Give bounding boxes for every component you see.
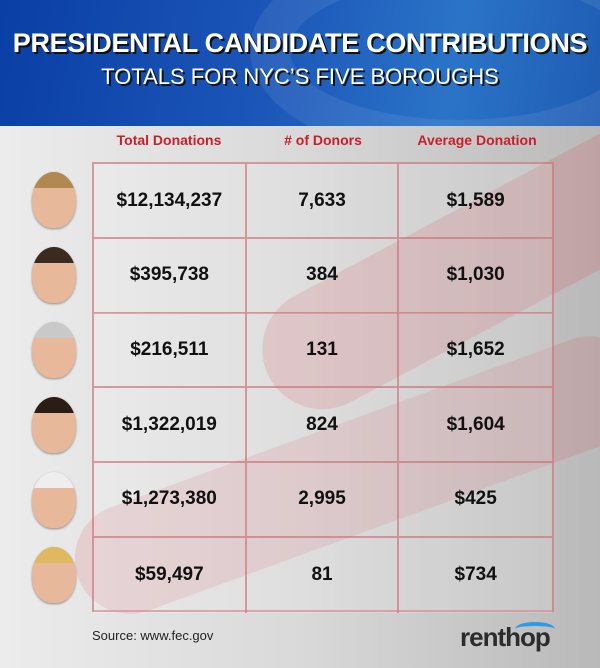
table-row: $1,322,019 824 $1,604 — [94, 388, 552, 464]
average-donation-cell: $734 — [399, 537, 552, 613]
contributions-table: $12,134,237 7,633 $1,589 $395,738 384 $1,030 $… — [92, 162, 554, 613]
average-donation-cell: $425 — [399, 462, 552, 536]
hair-shape — [32, 472, 76, 488]
donors-cell: 2,995 — [246, 462, 400, 536]
hair-shape — [32, 172, 76, 188]
total-donations-cell: $216,511 — [94, 313, 247, 387]
table-row: $395,738 384 $1,030 — [94, 238, 552, 314]
candidate-photo-4-icon — [32, 397, 76, 453]
page-title: PRESIDENTAL CANDIDATE CONTRIBUTIONS — [12, 28, 588, 58]
table-row: $59,497 81 $734 — [94, 537, 552, 613]
average-donation-cell: $1,604 — [399, 388, 552, 462]
table-row: $12,134,237 7,633 $1,589 — [94, 164, 552, 239]
column-header-donors: # of Donors — [284, 132, 362, 148]
source-note: Source: www.fec.gov — [92, 628, 214, 643]
title-banner — [0, 0, 600, 126]
hair-shape — [32, 247, 76, 263]
average-donation-cell: $1,030 — [399, 238, 552, 312]
total-donations-cell: $12,134,237 — [94, 164, 247, 237]
donors-cell: 824 — [246, 388, 400, 462]
page-subtitle: TOTALS FOR NYC’S FIVE BOROUGHS — [101, 64, 499, 89]
hair-shape — [32, 547, 76, 563]
candidate-photo-5-icon — [32, 472, 76, 528]
candidate-photo-1-icon — [32, 172, 76, 228]
table-row: $1,273,380 2,995 $425 — [94, 462, 552, 538]
renthop-logo: renthop — [460, 622, 551, 652]
total-donations-cell: $1,322,019 — [94, 388, 247, 462]
donors-cell: 384 — [246, 238, 400, 312]
average-donation-cell: $1,589 — [399, 164, 552, 237]
average-donation-cell: $1,652 — [399, 313, 552, 387]
flag-swoosh — [250, 0, 600, 126]
total-donations-cell: $1,273,380 — [94, 462, 247, 536]
donors-cell: 7,633 — [246, 164, 400, 237]
candidate-photo-3-icon — [32, 322, 76, 378]
candidate-photo-2-icon — [32, 247, 76, 303]
total-donations-cell: $59,497 — [94, 537, 247, 613]
column-header-average-donation: Average Donation — [417, 132, 537, 148]
donors-cell: 81 — [246, 537, 400, 613]
candidate-photo-6-icon — [32, 547, 76, 603]
column-header-total-donations: Total Donations — [116, 132, 222, 148]
donors-cell: 131 — [246, 313, 400, 387]
renthop-logo-arc — [515, 622, 555, 636]
total-donations-cell: $395,738 — [94, 238, 247, 312]
hair-shape — [32, 322, 76, 338]
hair-shape — [32, 397, 76, 413]
table-row: $216,511 131 $1,652 — [94, 313, 552, 389]
